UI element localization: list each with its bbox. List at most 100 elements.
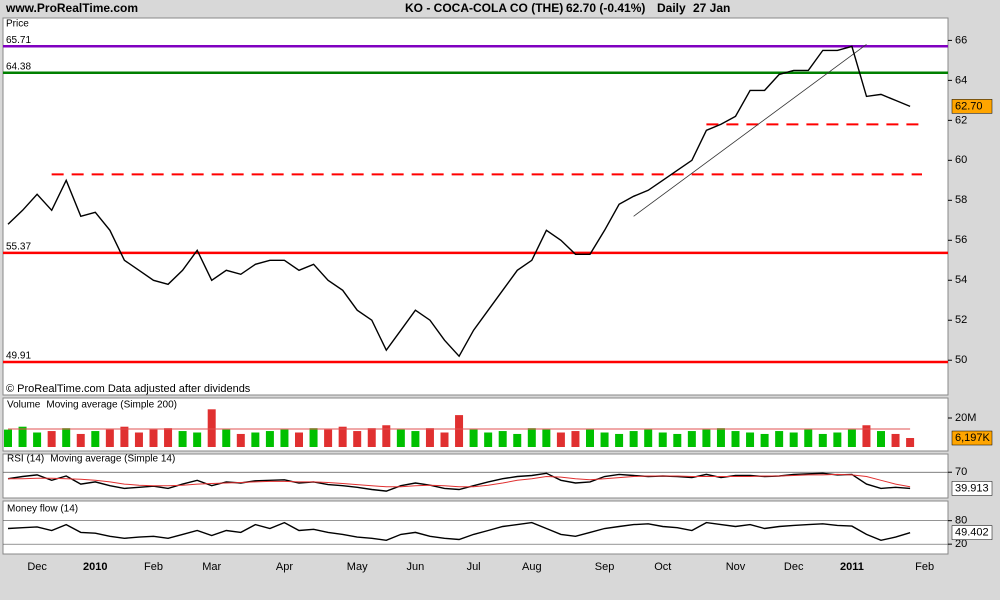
level-label: 65.71 bbox=[6, 35, 31, 46]
bar bbox=[105, 429, 114, 447]
bar bbox=[658, 432, 667, 447]
bar bbox=[746, 432, 755, 447]
legend-entry: RSI (14) bbox=[7, 454, 44, 465]
level-label: 64.38 bbox=[6, 61, 31, 72]
bar bbox=[484, 432, 493, 447]
last-value: 49.402 bbox=[955, 527, 989, 539]
bar bbox=[149, 429, 158, 447]
last-value-box bbox=[951, 525, 993, 540]
bar bbox=[47, 431, 56, 447]
x-tick-label: Oct bbox=[654, 561, 671, 573]
bar bbox=[600, 432, 609, 447]
y-tick-label: 54 bbox=[955, 274, 967, 286]
bar bbox=[382, 425, 391, 447]
bar bbox=[862, 425, 871, 447]
y-label: Price bbox=[6, 19, 29, 30]
y-tick-label: 64 bbox=[955, 74, 967, 86]
bar bbox=[644, 429, 653, 447]
bar bbox=[309, 428, 318, 447]
x-tick-label: Aug bbox=[522, 561, 542, 573]
bar bbox=[411, 431, 420, 447]
bar bbox=[91, 431, 100, 447]
bar bbox=[164, 428, 173, 447]
bar bbox=[76, 433, 85, 447]
y-tick-label: 60 bbox=[955, 154, 967, 166]
bar bbox=[498, 431, 507, 447]
x-tick-label: Sep bbox=[595, 561, 615, 573]
last-value-box bbox=[951, 481, 993, 496]
y-tick-label: 20M bbox=[955, 412, 976, 424]
mfi-panel bbox=[2, 500, 949, 555]
bar bbox=[280, 429, 289, 447]
bar bbox=[396, 429, 405, 447]
bar bbox=[469, 429, 478, 447]
period: Daily bbox=[657, 1, 686, 15]
series-line bbox=[7, 45, 911, 358]
bar bbox=[775, 431, 784, 447]
bar bbox=[33, 432, 42, 447]
bar bbox=[586, 429, 594, 447]
bar bbox=[251, 432, 260, 447]
series-line bbox=[8, 473, 911, 488]
last-value-box bbox=[951, 99, 993, 114]
bar bbox=[556, 432, 565, 447]
legend-entry: Moving average (Simple 14) bbox=[50, 454, 175, 465]
bar bbox=[789, 432, 798, 447]
bar bbox=[906, 438, 915, 447]
header-bar bbox=[0, 0, 1000, 17]
bar bbox=[440, 432, 449, 447]
y-tick-label: 80 bbox=[955, 515, 967, 527]
source: www.ProRealTime.com bbox=[5, 1, 138, 15]
x-tick-label: Jul bbox=[467, 561, 481, 573]
x-tick-label: 2010 bbox=[83, 561, 107, 573]
last-value: 39.913 bbox=[955, 482, 989, 494]
bar bbox=[18, 426, 27, 447]
y-tick-label: 70 bbox=[955, 466, 967, 478]
last-value: 6,197K bbox=[955, 432, 991, 444]
bar bbox=[425, 428, 434, 447]
bar bbox=[891, 433, 900, 447]
legend-entry: Money flow (14) bbox=[7, 504, 78, 515]
y-tick-label: 62 bbox=[955, 114, 967, 126]
y-tick-label: 58 bbox=[955, 194, 967, 206]
x-tick-label: May bbox=[347, 561, 368, 573]
price-change: 62.70 (-0.41%) bbox=[566, 1, 645, 15]
note: © ProRealTime.com Data adjusted after di… bbox=[6, 383, 251, 395]
bar bbox=[207, 409, 216, 447]
bar bbox=[222, 429, 231, 447]
bar bbox=[367, 428, 376, 447]
bar bbox=[120, 426, 129, 447]
bar bbox=[62, 428, 71, 447]
x-tick-label: Feb bbox=[915, 561, 934, 573]
bar bbox=[338, 426, 347, 447]
legend-entry: Moving average (Simple 200) bbox=[46, 400, 177, 411]
bar bbox=[716, 428, 725, 447]
bar bbox=[324, 429, 333, 447]
bar bbox=[455, 415, 464, 447]
bar bbox=[527, 428, 536, 447]
bar bbox=[513, 433, 522, 447]
bar bbox=[760, 433, 769, 447]
date: 27 Jan bbox=[693, 1, 730, 15]
last-value: 62.70 bbox=[955, 100, 983, 112]
level-label: 49.91 bbox=[6, 351, 31, 362]
bar bbox=[702, 429, 711, 447]
bar bbox=[731, 431, 740, 447]
bar bbox=[178, 431, 187, 447]
x-tick-label: Nov bbox=[726, 561, 746, 573]
bar bbox=[134, 432, 143, 447]
price-panel bbox=[2, 17, 949, 396]
level-label: 55.37 bbox=[6, 242, 31, 253]
last-value-box bbox=[951, 430, 993, 446]
bar bbox=[571, 431, 580, 447]
bar bbox=[673, 433, 682, 447]
bar bbox=[265, 431, 274, 447]
chart-title: KO - COCA-COLA CO (THE) bbox=[405, 1, 563, 15]
x-tick-label: 2011 bbox=[840, 561, 864, 573]
y-tick-label: 66 bbox=[955, 34, 967, 46]
bar bbox=[193, 432, 202, 447]
trendline bbox=[633, 44, 867, 217]
x-tick-label: Feb bbox=[144, 561, 163, 573]
bar bbox=[877, 431, 885, 447]
